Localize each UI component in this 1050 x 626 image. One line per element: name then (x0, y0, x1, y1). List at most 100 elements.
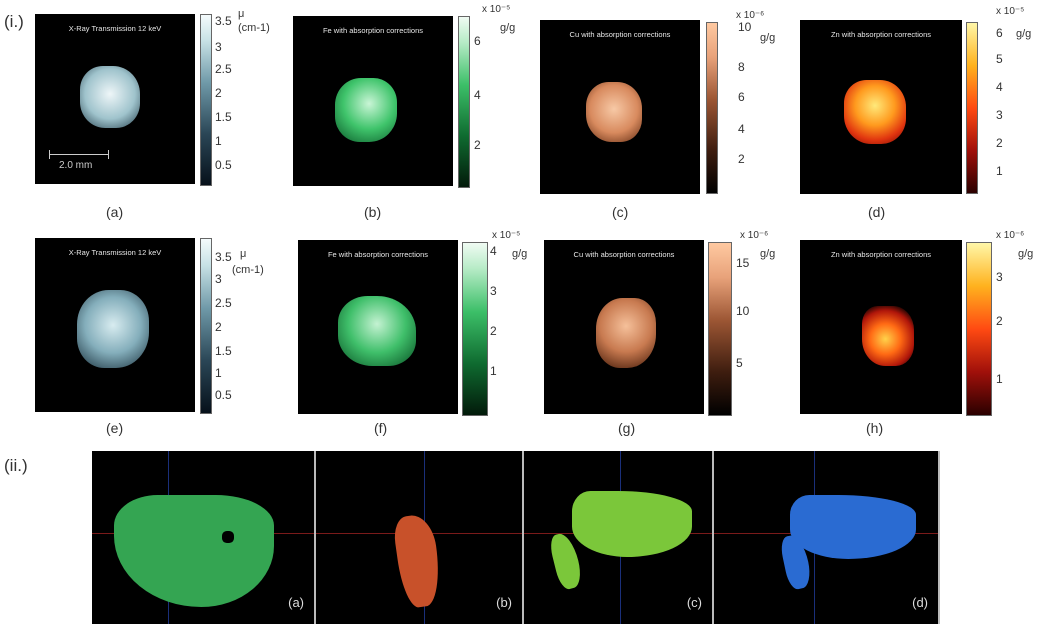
colorbar-unit: μ (238, 8, 245, 20)
tick-label: 2 (215, 320, 222, 334)
tick-label: 2 (996, 314, 1003, 328)
image-title: Cu with absorption corrections (569, 30, 671, 39)
section-label-ii: (ii.) (4, 456, 28, 475)
segmentation-hole (222, 531, 234, 543)
panel-caption: (h) (866, 420, 884, 436)
panel-caption: (b) (364, 204, 382, 220)
colorbar-unit: g/g (1016, 28, 1032, 40)
tick-label: 2 (215, 86, 222, 100)
image-title: Cu with absorption corrections (573, 250, 675, 259)
sample-blob (335, 78, 397, 142)
segmented-region (572, 491, 692, 557)
tick-label: 3 (996, 270, 1003, 284)
tick-label: 10 (738, 20, 752, 34)
colorbar-unit: g/g (760, 32, 776, 44)
image-title: Zn with absorption corrections (830, 250, 932, 259)
tick-label: 1 (215, 366, 222, 380)
sample-blob (586, 82, 642, 142)
colorbar-exponent: x 10⁻⁵ (996, 6, 1025, 17)
panel-caption: (a) (106, 204, 124, 220)
tick-label: 4 (490, 244, 497, 258)
segmentation-panel-c: (c) (524, 451, 714, 624)
colorbar (458, 16, 470, 188)
sample-blob (338, 296, 416, 366)
colorbar-unit: g/g (760, 248, 776, 260)
image-title: X-Ray Transmission 12 keV (68, 248, 162, 257)
tick-label: 1 (490, 364, 497, 378)
segmentation-panel-d: (d) (714, 451, 940, 624)
colorbar (966, 242, 992, 416)
segmented-region (391, 512, 445, 610)
colorbar (966, 22, 978, 194)
zn-map-image: Zn with absorption corrections (800, 240, 962, 414)
tick-label: 1 (996, 164, 1003, 178)
tick-label: 1 (996, 372, 1003, 386)
tick-label: 2.5 (215, 296, 232, 310)
segmented-region (114, 495, 274, 607)
segmented-region (790, 495, 916, 559)
tick-label: 4 (738, 122, 745, 136)
xray-transmission-image: X-Ray Transmission 12 keV 2.0 mm (35, 14, 195, 184)
tick-label: 3.5 (215, 14, 232, 28)
colorbar-unit: g/g (500, 22, 516, 34)
colorbar (706, 22, 718, 194)
cu-map-image: Cu with absorption corrections (544, 240, 704, 414)
tick-label: 5 (996, 52, 1003, 66)
sample-blob (596, 298, 656, 368)
colorbar-unit: μ (240, 248, 247, 260)
colorbar-unit-sub: (cm-1) (238, 22, 270, 34)
tick-label: 10 (736, 304, 750, 318)
tick-label: 8 (738, 60, 745, 74)
scale-bar (49, 150, 109, 159)
colorbar (200, 238, 212, 414)
tick-label: 6 (474, 34, 481, 48)
tick-label: 6 (996, 26, 1003, 40)
tick-label: 3 (996, 108, 1003, 122)
tick-label: 3.5 (215, 250, 232, 264)
panel-caption: (d) (868, 204, 886, 220)
panel-caption: (f) (374, 420, 388, 436)
image-title: Fe with absorption corrections (327, 250, 429, 259)
sample-blob (77, 290, 149, 368)
panel-caption: (e) (106, 420, 124, 436)
tick-label: 2.5 (215, 62, 232, 76)
tick-label: 2 (490, 324, 497, 338)
sample-blob (862, 306, 914, 366)
section-label-i: (i.) (4, 12, 24, 31)
tick-label: 15 (736, 256, 750, 270)
colorbar-exponent: x 10⁻⁵ (492, 230, 521, 241)
tick-label: 3 (215, 272, 222, 286)
tick-label: 2 (996, 136, 1003, 150)
tick-label: 0.5 (215, 388, 232, 402)
tick-label: 1 (215, 134, 222, 148)
fe-map-image: Fe with absorption corrections (293, 16, 453, 186)
tick-label: 0.5 (215, 158, 232, 172)
tick-label: 1.5 (215, 110, 232, 124)
colorbar-exponent: x 10⁻⁵ (482, 4, 511, 15)
cu-map-image: Cu with absorption corrections (540, 20, 700, 194)
tick-label: 2 (474, 138, 481, 152)
tick-label: 1.5 (215, 344, 232, 358)
tick-label: 4 (996, 80, 1003, 94)
panel-caption: (c) (612, 204, 629, 220)
tick-label: 3 (215, 40, 222, 54)
colorbar-unit: g/g (1018, 248, 1034, 260)
tick-label: 5 (736, 356, 743, 370)
tick-label: 6 (738, 90, 745, 104)
image-title: Zn with absorption corrections (830, 30, 932, 39)
segmentation-panel-a: (a) (92, 451, 316, 624)
segmentation-label: (d) (912, 595, 928, 610)
xray-transmission-image: X-Ray Transmission 12 keV (35, 238, 195, 412)
colorbar-unit-sub: (cm-1) (232, 264, 264, 276)
colorbar (200, 14, 212, 186)
tick-label: 2 (738, 152, 745, 166)
image-title: Fe with absorption corrections (322, 26, 424, 35)
colorbar-exponent: x 10⁻⁶ (736, 10, 765, 21)
colorbar (708, 242, 732, 416)
segmentation-panel-b: (b) (316, 451, 524, 624)
segmentation-label: (b) (496, 595, 512, 610)
scale-bar-label: 2.0 mm (59, 160, 93, 171)
tick-label: 3 (490, 284, 497, 298)
segmentation-label: (c) (686, 595, 702, 610)
segmentation-label: (a) (288, 595, 304, 610)
